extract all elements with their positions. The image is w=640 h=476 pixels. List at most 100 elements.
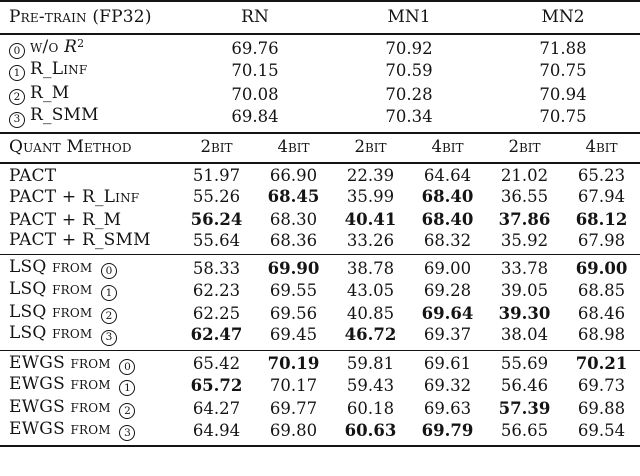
row-label-text: LSQ from [9,257,93,277]
value-cell: 22.39 [346,166,395,186]
value-cell: 69.32 [423,376,472,395]
row-label: EWGS from 2 [0,398,178,421]
row-label-text: EWGS from [9,352,111,373]
quant-header-row: Quant Method 2bit 4bit 2bit 4bit 2bit 4b… [0,132,640,163]
value-cell: 55.64 [192,230,241,250]
value-cell: 62.47 [190,325,243,345]
circled-number-badge: 0 [119,358,136,375]
value-cell: 35.92 [500,230,549,250]
lsq-row-2: LSQ from 2 62.25 69.56 40.85 69.64 39.30… [0,302,640,325]
ewgs-row-3: EWGS from 3 64.94 69.80 60.63 69.79 56.6… [0,418,640,446]
row-label-text: EWGS from [9,418,111,439]
row-label-text: EWGS from [9,397,111,418]
value-cell: 39.05 [500,280,549,300]
value-cell: 64.64 [423,166,472,186]
lsq-row-3: LSQ from 3 62.47 69.45 46.72 69.37 38.04… [0,325,640,350]
value-cell: 70.08 [231,85,279,104]
row-label: LSQ from 2 [0,302,178,325]
value-cell: 69.76 [231,38,279,58]
value-cell: 69.84 [231,107,279,127]
circled-number-badge: 0 [100,263,117,280]
value-cell: 35.99 [346,186,395,206]
value-cell: 66.90 [269,166,318,186]
value-cell: 33.78 [500,258,549,278]
pretrain-row-0: 0 w/o R2 69.76 70.92 71.88 [0,34,640,60]
row-label: EWGS from 1 [0,375,178,398]
value-cell: 40.41 [344,209,397,229]
circled-number-badge: 0 [9,43,25,60]
col-header-mn2: MN2 [541,7,585,27]
value-cell: 69.00 [423,258,472,278]
row-label: PACT + R_SMM [0,232,178,255]
value-cell: 67.94 [577,186,626,206]
row-label-text: PACT + R_SMM [9,230,151,251]
value-cell: 71.88 [539,38,587,58]
value-cell: 70.17 [269,376,318,395]
row-label-text: PACT [9,166,57,186]
value-cell: 68.40 [421,186,474,206]
value-cell: 68.36 [269,230,318,250]
value-cell: 56.65 [500,420,549,440]
value-cell: 65.23 [577,166,626,186]
math-variable: R [64,37,78,57]
value-cell: 38.78 [346,258,395,278]
value-cell: 58.33 [192,258,241,278]
quant-title: Quant Method [9,137,132,157]
value-cell: 43.05 [346,280,395,300]
value-cell: 60.63 [344,420,397,440]
value-cell: 70.94 [539,85,587,104]
row-label: 3 R_SMM [0,107,178,132]
pretrain-row-1: 1 R_Linf 70.15 70.59 70.75 [0,59,640,83]
ewgs-row-1: EWGS from 1 65.72 70.17 59.43 69.32 56.4… [0,375,640,398]
value-cell: 68.12 [575,209,628,229]
value-cell: 69.79 [421,420,474,440]
circled-number-badge: 1 [100,284,117,301]
col-header-4bit-mn2: 4bit [585,137,618,157]
value-cell: 33.26 [346,230,395,250]
value-cell: 60.18 [346,399,395,418]
row-label: LSQ from 3 [0,325,178,350]
value-cell: 69.73 [577,376,626,395]
col-header-2bit-rn: 2bit [200,137,233,157]
row-label-text: w/o [30,37,59,57]
pretrain-header-row: Pre-train (FP32) RN MN1 MN2 [0,1,640,34]
value-cell: 68.30 [269,209,318,229]
value-cell: 59.43 [346,376,395,395]
circled-number-badge: 1 [9,65,25,82]
value-cell: 56.24 [190,209,243,229]
value-cell: 69.28 [423,280,472,300]
row-label-text: LSQ from [9,278,93,299]
row-label-text: LSQ from [9,323,93,344]
value-cell: 70.75 [539,107,587,127]
results-table: Pre-train (FP32) RN MN1 MN2 0 w/o R 2 69.7… [0,0,640,447]
value-cell: 67.98 [577,230,626,250]
value-cell: 70.21 [575,354,628,374]
lsq-row-0: LSQ from 0 58.33 69.90 38.78 69.00 33.78… [0,254,640,280]
row-label-text: PACT + R_M [9,209,122,230]
value-cell: 69.80 [269,420,318,440]
row-label: 2 R_M [0,83,178,107]
row-label-text: R_Linf [30,59,88,80]
value-cell: 64.27 [192,399,241,418]
col-header-4bit-mn1: 4bit [431,137,464,157]
value-cell: 70.34 [385,107,433,127]
row-label: 1 R_Linf [0,59,178,83]
value-cell: 46.72 [344,325,397,345]
col-header-rn: RN [241,7,269,27]
value-cell: 70.59 [385,61,433,80]
value-cell: 68.40 [421,209,474,229]
value-cell: 56.46 [500,376,549,395]
row-label-text: R_SMM [30,105,99,126]
col-header-4bit-rn: 4bit [277,137,310,157]
row-label-text: LSQ from [9,301,93,322]
value-cell: 21.02 [500,166,549,186]
ewgs-row-2: EWGS from 2 64.27 69.77 60.18 69.63 57.3… [0,398,640,421]
row-label: 0 w/o R2 [0,34,178,60]
row-label: LSQ from 0 [0,255,178,280]
row-label: PACT + R_M [0,209,178,232]
circled-number-badge: 2 [9,89,25,106]
value-cell: 69.37 [423,325,472,345]
pretrain-row-3: 3 R_SMM 69.84 70.34 70.75 [0,107,640,132]
value-cell: 62.25 [192,303,241,323]
circled-number-badge: 2 [100,307,117,324]
